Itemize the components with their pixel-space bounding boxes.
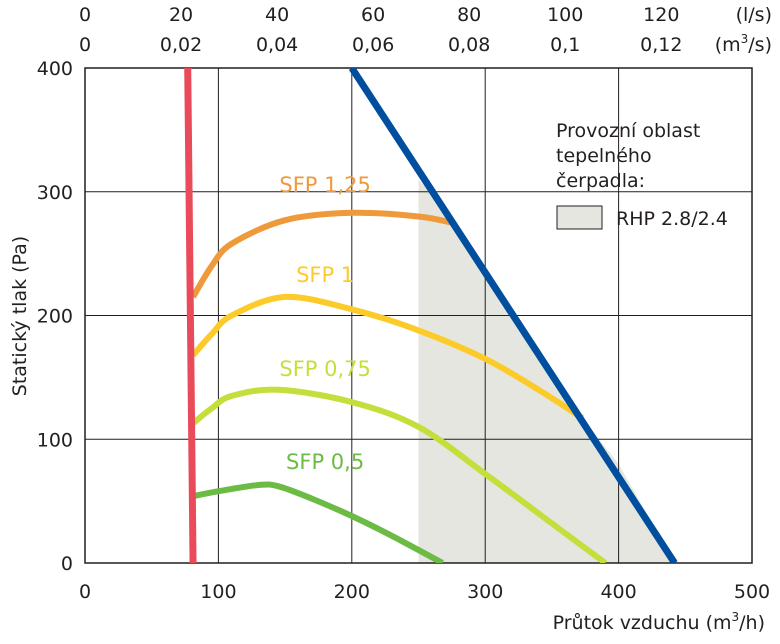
top-tick-label-ls: 80 — [457, 4, 481, 26]
legend-title-line-2: tepelného — [556, 145, 652, 167]
x-tick-label: 400 — [600, 581, 636, 603]
x-tick-label: 300 — [467, 581, 503, 603]
y-tick-label: 100 — [37, 429, 73, 451]
top-tick-label-m3s: 0,12 — [640, 34, 682, 56]
y-tick-label: 400 — [37, 58, 73, 80]
series-line — [190, 293, 585, 421]
top-tick-label-ls: 120 — [643, 4, 679, 26]
limit-line — [184, 68, 197, 563]
x-axis-title-end: /h) — [739, 612, 765, 634]
legend-entry-label: RHP 2.8/2.4 — [616, 208, 728, 230]
legend-title-line-3: čerpadla: — [556, 170, 645, 192]
x-axis-title-main: Průtok vzduchu (m — [553, 612, 732, 634]
y-tick-label: 0 — [61, 553, 73, 575]
x-tick-label: 500 — [734, 581, 770, 603]
top-tick-label-ls: 40 — [265, 4, 289, 26]
top-axis-m3s-unit: (m3/s) — [715, 32, 772, 56]
series-line — [192, 481, 444, 563]
legend: Provozní oblast tepelného čerpadla: RHP … — [556, 120, 728, 230]
top-tick-label-m3s: 0,1 — [550, 34, 580, 56]
legend-swatch — [556, 205, 603, 230]
top-tick-label-ls: 0 — [79, 4, 91, 26]
top-tick-label-m3s: 0,06 — [352, 34, 394, 56]
x-axis-title-sup: 3 — [732, 610, 740, 624]
top-tick-label-m3s: 0 — [79, 34, 91, 56]
series-label: SFP 1,25 — [279, 173, 371, 197]
top-axis-m3s-unit-end: /s) — [748, 34, 772, 56]
y-tick-label: 300 — [37, 182, 73, 204]
x-tick-label: 100 — [200, 581, 236, 603]
y-tick-label: 200 — [37, 306, 73, 328]
series-line — [190, 209, 453, 299]
series-line — [191, 386, 608, 563]
axis-ticks: 0 100 200 300 400 500 0 100 200 300 400 0 20 40 60 80 10… — [37, 4, 770, 603]
legend-title-line-1: Provozní oblast — [556, 120, 700, 142]
series-label: SFP 0,5 — [286, 450, 364, 474]
series-layer — [184, 68, 678, 563]
top-tick-label-ls: 100 — [547, 4, 583, 26]
plot-frame — [84, 67, 753, 564]
limit-line — [348, 68, 678, 563]
series-label: SFP 0,75 — [279, 357, 371, 381]
grid — [84, 67, 753, 564]
x-tick-label: 0 — [79, 581, 91, 603]
x-tick-label: 200 — [334, 581, 370, 603]
top-tick-label-m3s: 0,08 — [448, 34, 490, 56]
top-tick-label-ls: 20 — [169, 4, 193, 26]
top-tick-label-ls: 60 — [361, 4, 385, 26]
top-axis-m3s-unit-sup: 3 — [741, 32, 749, 46]
top-axis-ls-unit: (l/s) — [736, 4, 772, 26]
x-axis-title: Průtok vzduchu (m3/h) — [553, 610, 765, 634]
series-labels: SFP 1,25 SFP 1 SFP 0,75 SFP 0,5 — [279, 173, 371, 474]
top-tick-label-m3s: 0,02 — [160, 34, 202, 56]
y-axis-title: Statický tlak (Pa) — [9, 236, 31, 396]
series-label: SFP 1 — [296, 263, 354, 287]
top-tick-label-m3s: 0,04 — [256, 34, 298, 56]
top-axis-m3s-unit-main: (m — [715, 34, 741, 56]
